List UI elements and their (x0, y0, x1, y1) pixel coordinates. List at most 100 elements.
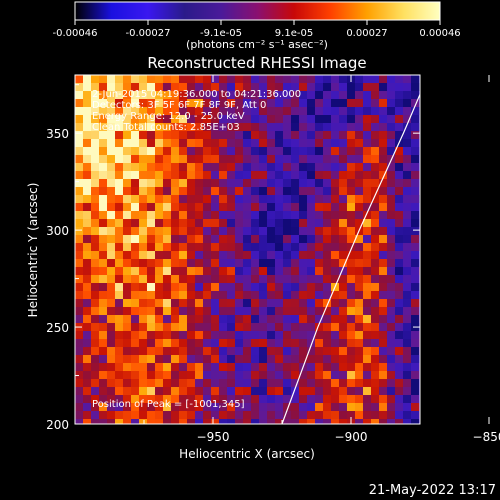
heatmap-cell (283, 107, 292, 116)
heatmap-cell (347, 211, 356, 220)
heatmap-cell (275, 147, 284, 156)
heatmap-cell (187, 251, 196, 260)
heatmap-cell (283, 283, 292, 292)
heatmap-cell (107, 291, 116, 300)
heatmap-cell (83, 147, 92, 156)
heatmap-cell (371, 187, 380, 196)
heatmap-cell (251, 131, 260, 140)
heatmap-cell (131, 115, 140, 124)
heatmap-cell (243, 387, 252, 396)
heatmap-cell (291, 123, 300, 132)
heatmap-cell (259, 115, 268, 124)
heatmap-cell (107, 419, 116, 424)
heatmap-cell (315, 227, 324, 236)
heatmap-cell (307, 211, 316, 220)
heatmap-cell (91, 187, 100, 196)
heatmap-cell (403, 299, 412, 308)
heatmap-cell (387, 99, 396, 108)
heatmap-cell (227, 267, 236, 276)
heatmap-cell (379, 387, 388, 396)
heatmap-cell (259, 155, 268, 164)
heatmap-cell (267, 291, 276, 300)
heatmap-cell (147, 147, 156, 156)
heatmap-cell (307, 139, 316, 148)
heatmap-cell (187, 211, 196, 220)
heatmap-cell (251, 387, 260, 396)
heatmap-cell (155, 323, 164, 332)
heatmap-cell (355, 283, 364, 292)
heatmap-cell (99, 387, 108, 396)
heatmap-cell (283, 355, 292, 364)
heatmap-cell (163, 147, 172, 156)
heatmap-cell (379, 363, 388, 372)
heatmap-cell (227, 203, 236, 212)
heatmap-cell (219, 283, 228, 292)
heatmap-cell (147, 171, 156, 180)
heatmap-cell (395, 379, 404, 388)
x-axis-tick-label: −950 (197, 430, 230, 444)
heatmap-cell (123, 323, 132, 332)
heatmap-cell (99, 155, 108, 164)
heatmap-cell (347, 283, 356, 292)
heatmap-cell (75, 411, 84, 420)
heatmap-cell (379, 115, 388, 124)
heatmap-cell (139, 291, 148, 300)
heatmap-cell (147, 323, 156, 332)
heatmap-cell (307, 187, 316, 196)
heatmap-cell (107, 123, 116, 132)
heatmap-cell (219, 403, 228, 412)
heatmap-cell (395, 203, 404, 212)
heatmap-cell (299, 91, 308, 100)
heatmap-cell (115, 411, 124, 420)
heatmap-cell (83, 387, 92, 396)
heatmap-cell (147, 283, 156, 292)
heatmap-cell (363, 91, 372, 100)
heatmap-cell (195, 291, 204, 300)
heatmap-cell (227, 371, 236, 380)
heatmap-cell (91, 171, 100, 180)
heatmap-cell (91, 235, 100, 244)
heatmap-cell (147, 203, 156, 212)
heatmap-cell (403, 331, 412, 340)
heatmap-cell (83, 395, 92, 404)
heatmap-cell (283, 299, 292, 308)
heatmap-cell (323, 419, 332, 424)
heatmap-cell (299, 211, 308, 220)
heatmap-cell (307, 395, 316, 404)
heatmap-cell (99, 275, 108, 284)
heatmap-cell (347, 387, 356, 396)
heatmap-cell (267, 371, 276, 380)
heatmap-cell (347, 299, 356, 308)
heatmap-cell (107, 395, 116, 404)
heatmap-cell (91, 219, 100, 228)
heatmap-cell (371, 387, 380, 396)
heatmap-cell (227, 211, 236, 220)
heatmap-cell (219, 315, 228, 324)
heatmap-cell (355, 155, 364, 164)
heatmap-cell (187, 187, 196, 196)
heatmap-cell (331, 227, 340, 236)
heatmap-cell (131, 123, 140, 132)
heatmap-cell (395, 291, 404, 300)
heatmap-cell (115, 99, 124, 108)
heatmap-cell (203, 363, 212, 372)
heatmap-cell (107, 115, 116, 124)
heatmap-cell (371, 371, 380, 380)
heatmap-cell (211, 227, 220, 236)
heatmap-cell (291, 155, 300, 164)
heatmap-cell (179, 187, 188, 196)
heatmap-cell (307, 299, 316, 308)
heatmap-cell (403, 267, 412, 276)
heatmap-cell (275, 171, 284, 180)
heatmap-cell (171, 123, 180, 132)
heatmap-cell (283, 371, 292, 380)
heatmap-cell (355, 107, 364, 116)
heatmap-cell (163, 75, 172, 84)
heatmap-cell (251, 411, 260, 420)
heatmap-cell (251, 291, 260, 300)
heatmap-cell (283, 99, 292, 108)
heatmap-cell (299, 299, 308, 308)
heatmap-cell (211, 219, 220, 228)
heatmap-cell (259, 347, 268, 356)
heatmap-cell (291, 203, 300, 212)
